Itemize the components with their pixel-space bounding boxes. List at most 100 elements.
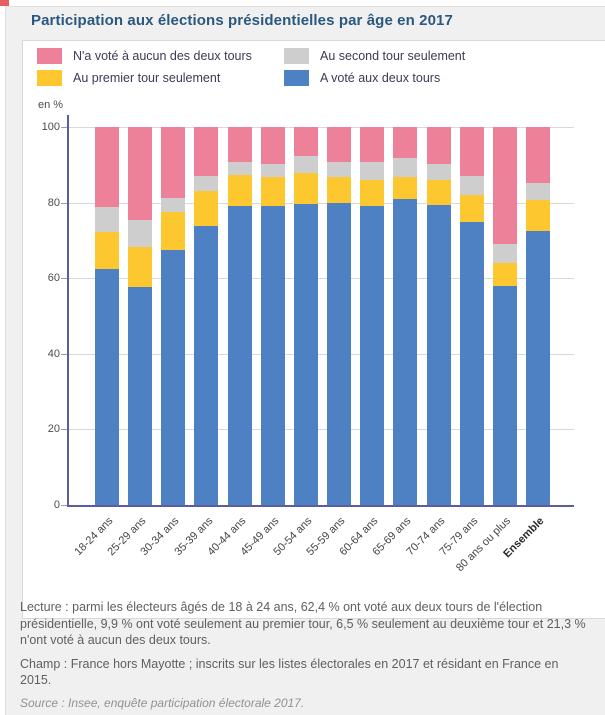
segment-au-second-tour-seulement — [327, 161, 352, 177]
legend-swatch-icon — [37, 70, 62, 86]
bar-ensemble — [525, 127, 550, 505]
bar-80-ans-ou-plus — [492, 127, 517, 505]
y-tick-mark — [61, 505, 67, 506]
y-tick-label-60: 60 — [47, 272, 60, 285]
segment-n-a-vote-a-aucun-des-deux-tours — [525, 127, 550, 184]
bar-60-64-ans — [360, 127, 385, 505]
segment-au-second-tour-seulement — [194, 175, 219, 192]
y-tick-mark — [61, 202, 67, 204]
segment-a-vote-aux-deux-tours — [360, 205, 385, 505]
y-tick-label-20: 20 — [47, 423, 60, 436]
chart-card: N'a voté à aucun des deux tours Au second… — [22, 40, 605, 619]
page-title: Participation aux élections présidentiel… — [31, 12, 453, 29]
segment-au-premier-tour-seulement — [459, 195, 484, 223]
segment-a-vote-aux-deux-tours — [525, 230, 550, 505]
y-tick-mark — [61, 353, 67, 355]
segment-au-premier-tour-seulement — [260, 176, 285, 207]
bar-40-44-ans — [227, 127, 252, 505]
segment-n-a-vote-a-aucun-des-deux-tours — [260, 127, 285, 164]
y-tick-mark — [61, 127, 67, 128]
bar-75-79-ans — [459, 127, 484, 505]
segment-au-premier-tour-seulement — [327, 176, 352, 203]
legend-label: Au premier tour seulement — [73, 71, 221, 85]
segment-au-second-tour-seulement — [260, 163, 285, 177]
segment-a-vote-aux-deux-tours — [95, 269, 119, 505]
bar-25-29-ans — [128, 127, 153, 505]
segment-a-vote-aux-deux-tours — [128, 287, 153, 505]
segment-n-a-vote-a-aucun-des-deux-tours — [194, 127, 219, 176]
segment-au-premier-tour-seulement — [227, 174, 252, 206]
legend-item-a-vote-aux-deux-tours: A voté aux deux tours — [284, 70, 590, 86]
y-tick-label-80: 80 — [47, 196, 60, 209]
bar-45-49-ans — [260, 127, 285, 505]
segment-au-premier-tour-seulement — [293, 173, 318, 205]
segment-au-premier-tour-seulement — [393, 176, 418, 199]
plot-area: 0 20 40 60 80 100 18-24 ans 25-29 ans 30-34 ans 3… — [42, 115, 574, 574]
page-background-panel: Participation aux élections présidentiel… — [5, 6, 605, 715]
segment-au-second-tour-seulement — [128, 219, 153, 248]
segment-au-second-tour-seulement — [227, 161, 252, 175]
segment-a-vote-aux-deux-tours — [293, 204, 318, 505]
legend-item-au-second-tour-seulement: Au second tour seulement — [284, 48, 590, 64]
segment-a-vote-aux-deux-tours — [260, 206, 285, 505]
source-note: Source : Insee, enquête participation él… — [20, 695, 305, 710]
gridline-40 — [69, 353, 574, 355]
lecture-note: Lecture : parmi les électeurs âgés de 18… — [20, 600, 586, 647]
segment-n-a-vote-a-aucun-des-deux-tours — [393, 127, 418, 158]
segment-au-premier-tour-seulement — [128, 247, 153, 288]
gridline-60 — [69, 278, 574, 280]
bar-30-34-ans — [161, 127, 186, 505]
segment-a-vote-aux-deux-tours — [393, 198, 418, 505]
segment-au-second-tour-seulement — [492, 244, 517, 264]
gridline-20 — [69, 429, 574, 431]
legend-item-n-a-vote-a-aucun-des-deux-tours: N'a voté à aucun des deux tours — [37, 48, 274, 64]
segment-au-premier-tour-seulement — [194, 191, 219, 226]
legend-swatch-icon — [284, 48, 309, 64]
segment-n-a-vote-a-aucun-des-deux-tours — [293, 127, 318, 157]
segment-au-second-tour-seulement — [426, 163, 451, 181]
y-tick-mark — [61, 278, 67, 280]
legend-label: A voté aux deux tours — [320, 71, 441, 85]
segment-n-a-vote-a-aucun-des-deux-tours — [360, 127, 385, 162]
legend-label: Au second tour seulement — [320, 49, 466, 63]
y-tick-label-100: 100 — [41, 121, 60, 133]
y-tick-label-0: 0 — [53, 499, 60, 511]
segment-au-second-tour-seulement — [459, 176, 484, 196]
y-axis-line — [67, 115, 69, 505]
segment-au-premier-tour-seulement — [426, 180, 451, 205]
gridline-100 — [69, 127, 574, 128]
bar-55-59-ans — [327, 127, 352, 505]
segment-n-a-vote-a-aucun-des-deux-tours — [426, 127, 451, 164]
segment-au-second-tour-seulement — [525, 183, 550, 200]
legend-swatch-icon — [284, 70, 309, 86]
segment-au-second-tour-seulement — [360, 161, 385, 180]
y-tick-label-40: 40 — [47, 347, 60, 360]
page-edge-fragment — [0, 0, 9, 6]
segment-n-a-vote-a-aucun-des-deux-tours — [227, 127, 252, 162]
legend-label: N'a voté à aucun des deux tours — [73, 49, 252, 63]
segment-a-vote-aux-deux-tours — [459, 222, 484, 505]
segment-a-vote-aux-deux-tours — [161, 250, 186, 505]
legend-item-au-premier-tour-seulement: Au premier tour seulement — [37, 70, 274, 86]
bar-70-74-ans — [426, 127, 451, 505]
segment-au-premier-tour-seulement — [525, 199, 550, 231]
chart-legend: N'a voté à aucun des deux tours Au second… — [37, 48, 590, 86]
segment-a-vote-aux-deux-tours — [426, 204, 451, 505]
segment-au-second-tour-seulement — [95, 207, 119, 232]
segment-n-a-vote-a-aucun-des-deux-tours — [128, 127, 153, 220]
bar-65-69-ans — [393, 127, 418, 505]
bar-50-54-ans — [293, 127, 318, 505]
segment-au-second-tour-seulement — [293, 156, 318, 174]
segment-n-a-vote-a-aucun-des-deux-tours — [95, 127, 119, 208]
segment-au-second-tour-seulement — [161, 197, 186, 213]
segment-n-a-vote-a-aucun-des-deux-tours — [327, 127, 352, 162]
segment-au-second-tour-seulement — [393, 157, 418, 177]
y-tick-mark — [61, 429, 67, 431]
segment-au-premier-tour-seulement — [161, 212, 186, 251]
bar-35-39-ans — [194, 127, 219, 505]
segment-au-premier-tour-seulement — [360, 179, 385, 206]
segment-n-a-vote-a-aucun-des-deux-tours — [492, 127, 517, 245]
gridline-80 — [69, 202, 574, 204]
segment-a-vote-aux-deux-tours — [492, 285, 517, 505]
segment-a-vote-aux-deux-tours — [327, 202, 352, 505]
